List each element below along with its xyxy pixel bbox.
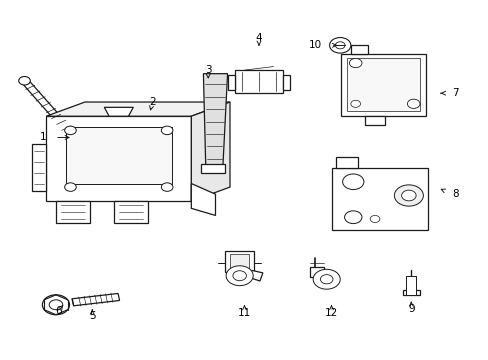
Polygon shape (365, 116, 384, 125)
Circle shape (335, 42, 345, 49)
Circle shape (312, 269, 340, 289)
Text: 3: 3 (204, 65, 211, 75)
Circle shape (407, 99, 419, 108)
Circle shape (320, 275, 332, 284)
Polygon shape (104, 107, 133, 116)
Polygon shape (203, 74, 227, 169)
Circle shape (350, 100, 360, 107)
Circle shape (225, 266, 253, 285)
Polygon shape (72, 293, 119, 306)
Circle shape (19, 77, 30, 85)
Polygon shape (224, 251, 254, 272)
Polygon shape (46, 102, 229, 116)
Polygon shape (21, 79, 85, 148)
Circle shape (49, 300, 62, 310)
Circle shape (369, 215, 379, 222)
Text: 4: 4 (255, 33, 262, 43)
Circle shape (344, 211, 361, 224)
Polygon shape (56, 201, 90, 222)
Polygon shape (249, 270, 263, 281)
Circle shape (393, 185, 423, 206)
Text: 2: 2 (149, 97, 156, 107)
Text: 1: 1 (40, 132, 46, 143)
Polygon shape (331, 168, 427, 230)
Bar (346, 58, 419, 111)
Circle shape (232, 271, 246, 281)
Circle shape (401, 190, 415, 201)
Polygon shape (191, 184, 215, 215)
Polygon shape (227, 76, 234, 90)
Circle shape (342, 174, 363, 190)
Polygon shape (32, 144, 46, 191)
Circle shape (64, 183, 76, 192)
Polygon shape (234, 70, 283, 93)
Bar (229, 255, 249, 269)
Bar (406, 276, 415, 295)
Circle shape (161, 126, 173, 135)
Circle shape (42, 295, 69, 315)
Polygon shape (309, 267, 324, 278)
Polygon shape (341, 54, 425, 116)
Bar (65, 127, 172, 184)
Text: 8: 8 (451, 189, 458, 199)
Polygon shape (191, 102, 229, 201)
Polygon shape (201, 164, 224, 173)
Text: 6: 6 (55, 306, 61, 316)
Text: 10: 10 (308, 40, 321, 50)
Polygon shape (336, 157, 357, 168)
Polygon shape (350, 45, 367, 54)
Polygon shape (283, 76, 290, 90)
Circle shape (161, 183, 173, 192)
Text: 11: 11 (237, 308, 251, 318)
Polygon shape (46, 116, 191, 201)
Text: 7: 7 (451, 88, 458, 98)
Polygon shape (114, 201, 147, 222)
Polygon shape (402, 290, 419, 295)
Circle shape (64, 126, 76, 135)
Text: 12: 12 (324, 308, 338, 318)
Circle shape (329, 37, 350, 53)
Text: 9: 9 (407, 304, 414, 314)
Text: 5: 5 (89, 311, 95, 321)
Circle shape (349, 58, 361, 68)
